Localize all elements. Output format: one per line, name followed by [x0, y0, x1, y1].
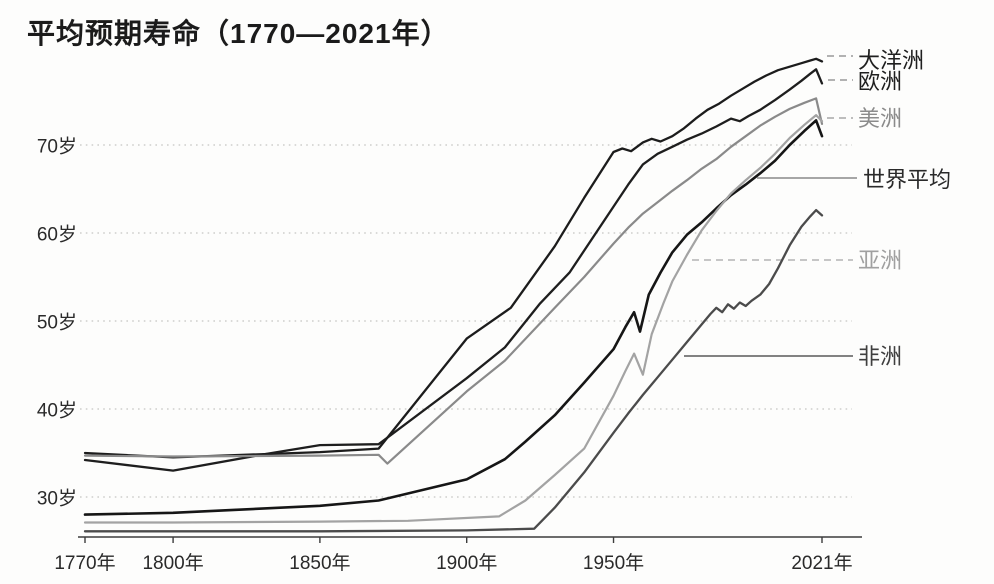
series-label-americas: 美洲	[858, 106, 903, 131]
series-line-world	[83, 119, 824, 516]
x-label-1770: 1770年	[54, 553, 116, 574]
series-line-europe	[83, 68, 824, 472]
y-label-50: 50岁	[36, 312, 77, 334]
series-line-americas	[83, 97, 824, 465]
series-line-oceania	[83, 57, 824, 459]
y-label-60: 60岁	[36, 224, 77, 246]
y-label-30: 30岁	[36, 488, 77, 510]
y-label-70: 70岁	[36, 136, 77, 158]
series-label-africa: 非洲	[858, 344, 903, 369]
x-label-1800: 1800年	[142, 553, 204, 574]
series-label-world: 世界平均	[863, 167, 952, 192]
x-label-1850: 1850年	[289, 553, 351, 574]
series-label-oceania: 大洋洲	[858, 48, 925, 73]
series-line-asia	[83, 113, 824, 524]
series-label-europe: 欧洲	[858, 69, 903, 94]
x-label-1900: 1900年	[436, 553, 498, 574]
y-label-40: 40岁	[36, 400, 77, 422]
series-line-africa	[83, 208, 824, 533]
x-label-1950: 1950年	[582, 553, 645, 574]
x-label-2021: 2021年	[791, 553, 853, 574]
page-title: 平均预期寿命（1770—2021年）	[27, 18, 450, 49]
series-label-asia: 亚洲	[858, 248, 903, 273]
